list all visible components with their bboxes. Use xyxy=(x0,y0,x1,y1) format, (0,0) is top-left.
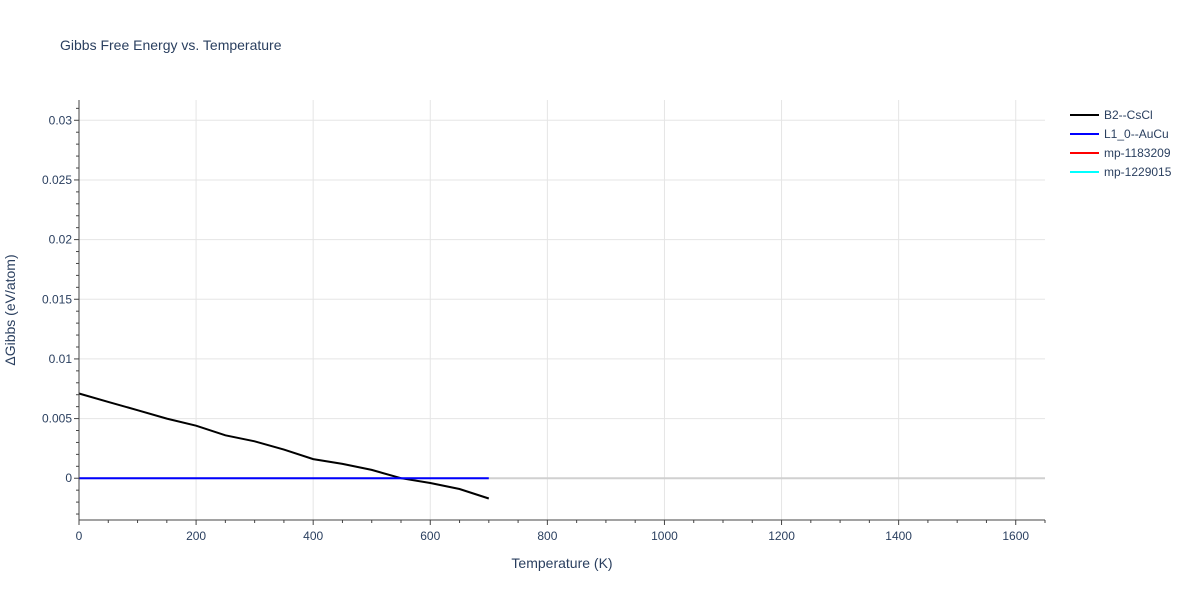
legend-item: B2--CsCl xyxy=(1070,108,1153,122)
y-tick-labels: 0 0.005 0.01 0.015 0.02 0.025 0.03 xyxy=(42,113,72,485)
legend: B2--CsCl L1_0--AuCu mp-1183209 mp-1229015 xyxy=(1070,108,1172,179)
legend-label: mp-1183209 xyxy=(1104,146,1171,160)
x-tick-label: 0 xyxy=(76,529,83,543)
legend-label: mp-1229015 xyxy=(1104,165,1172,179)
x-tick-label: 800 xyxy=(537,529,557,543)
x-tick-label: 1400 xyxy=(885,529,912,543)
y-tick-label: 0.02 xyxy=(49,233,73,247)
y-tick-label: 0.025 xyxy=(42,173,72,187)
legend-label: L1_0--AuCu xyxy=(1104,127,1169,141)
x-tick-labels: 0 200 400 600 800 1000 1200 1400 1600 xyxy=(76,529,1030,543)
x-tick-label: 1200 xyxy=(768,529,795,543)
series-line-b2-cscl xyxy=(78,392,490,500)
legend-item: mp-1183209 xyxy=(1070,146,1171,160)
legend-item: mp-1229015 xyxy=(1070,165,1172,179)
x-tick-label: 1600 xyxy=(1002,529,1029,543)
y-axis-title: ΔGibbs (eV/atom) xyxy=(2,254,18,365)
y-tick-label: 0 xyxy=(65,471,72,485)
x-tick-label: 400 xyxy=(303,529,323,543)
x-tick-label: 600 xyxy=(420,529,440,543)
y-tick-label: 0.03 xyxy=(49,113,73,127)
x-axis-title: Temperature (K) xyxy=(511,555,612,571)
y-tick-label: 0.015 xyxy=(42,292,72,306)
x-tick-label: 200 xyxy=(186,529,206,543)
legend-item: L1_0--AuCu xyxy=(1070,127,1169,141)
axes xyxy=(74,100,1046,525)
series-layer xyxy=(78,392,490,500)
chart-title: Gibbs Free Energy vs. Temperature xyxy=(60,37,282,53)
y-tick-label: 0.01 xyxy=(49,352,73,366)
legend-label: B2--CsCl xyxy=(1104,108,1153,122)
x-tick-label: 1000 xyxy=(651,529,678,543)
grid xyxy=(79,100,1045,520)
y-tick-label: 0.005 xyxy=(42,412,72,426)
